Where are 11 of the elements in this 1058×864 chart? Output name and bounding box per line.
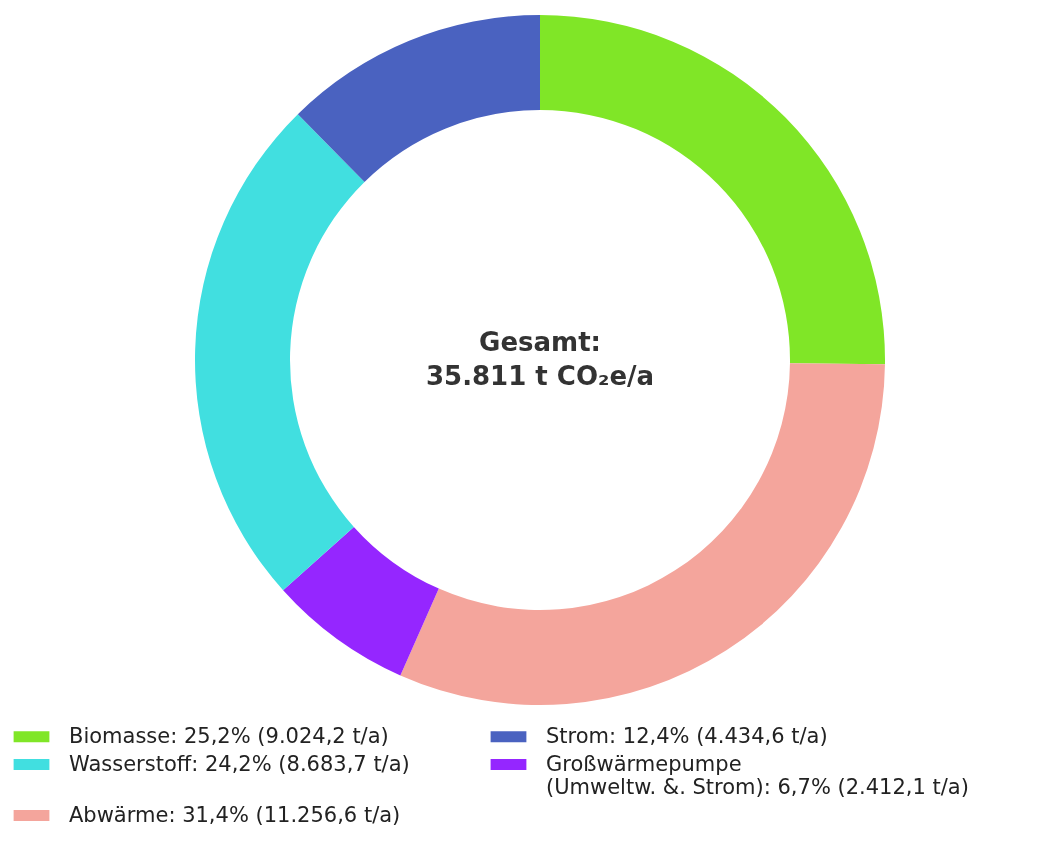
legend-label: Großwärmepumpe (Umweltw. &. Strom): 6,7% (2.412,1 t/a) — [546, 751, 969, 799]
donut-slice — [297, 15, 540, 182]
text: Gesamt: — [479, 327, 601, 357]
legend-label: Abwärme: 31,4% (11.256,6 t/a) — [69, 802, 401, 827]
donut-slice — [195, 114, 365, 591]
legend-label: Wasserstoff: 24,2% (8.683,7 t/a) — [69, 751, 410, 776]
legend-label: Strom: 12,4% (4.434,6 t/a) — [546, 723, 828, 748]
legend-label: Biomasse: 25,2% (9.024,2 t/a) — [69, 723, 389, 748]
donut-slice — [283, 526, 439, 676]
text: 35.811 t CO₂e/a — [425, 361, 655, 391]
donut-slice — [400, 363, 885, 705]
